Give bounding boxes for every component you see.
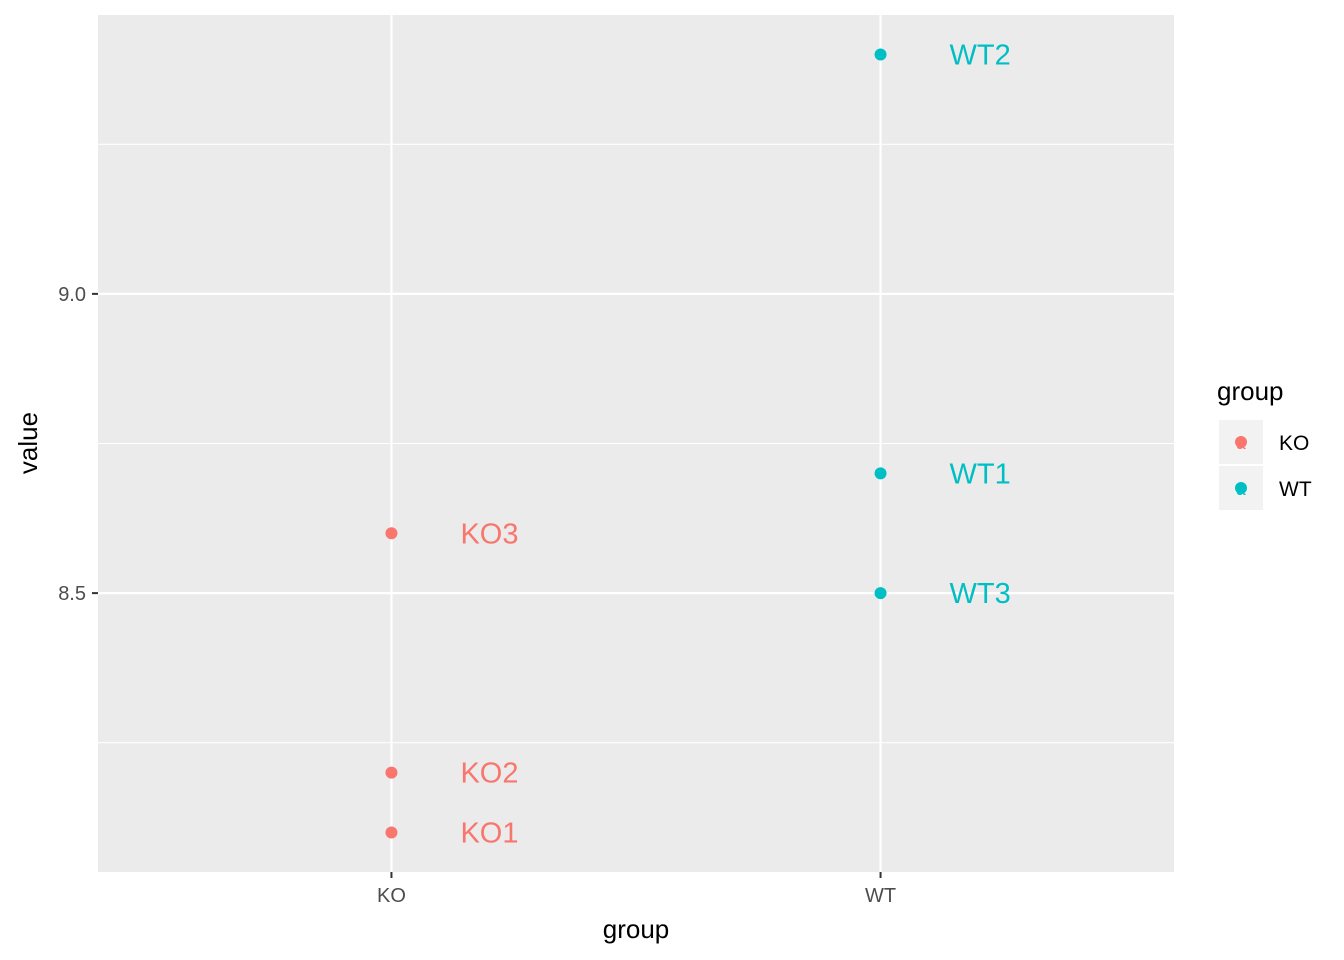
point-label: WT1 xyxy=(950,458,1011,490)
y-axis-title: value xyxy=(13,412,43,474)
x-axis-title: group xyxy=(603,914,670,944)
minor-gridlines xyxy=(98,143,1174,744)
data-point xyxy=(874,467,887,480)
legend: group a KO a WT xyxy=(1217,376,1312,510)
data-point xyxy=(385,766,398,779)
data-point xyxy=(874,48,887,61)
legend-label: KO xyxy=(1279,432,1309,455)
point-labels: KO1 KO2 KO3 WT1 WT2 WT3 xyxy=(460,39,1010,849)
point-label: WT3 xyxy=(950,578,1011,610)
point-label: KO1 xyxy=(460,818,518,850)
data-point xyxy=(385,527,398,540)
x-tick-label: WT xyxy=(865,885,896,907)
y-tick-label: 9.0 xyxy=(58,284,86,306)
legend-title: group xyxy=(1217,376,1284,406)
point-label: KO3 xyxy=(460,518,518,550)
y-axis: 8.5 9.0 xyxy=(58,284,98,605)
data-point xyxy=(874,587,887,600)
legend-text-key: a xyxy=(1236,480,1246,499)
data-point xyxy=(385,826,398,839)
legend-point xyxy=(1235,482,1247,494)
point-label: WT2 xyxy=(950,39,1011,71)
legend-point xyxy=(1235,436,1247,448)
data-points xyxy=(385,48,887,839)
x-tick-label: KO xyxy=(377,885,406,907)
x-axis: KO WT xyxy=(377,872,896,907)
point-label: KO2 xyxy=(460,758,518,790)
major-gridlines xyxy=(98,15,1174,872)
legend-label: WT xyxy=(1279,478,1312,501)
y-tick-label: 8.5 xyxy=(58,583,86,605)
legend-text-key: a xyxy=(1236,434,1246,453)
